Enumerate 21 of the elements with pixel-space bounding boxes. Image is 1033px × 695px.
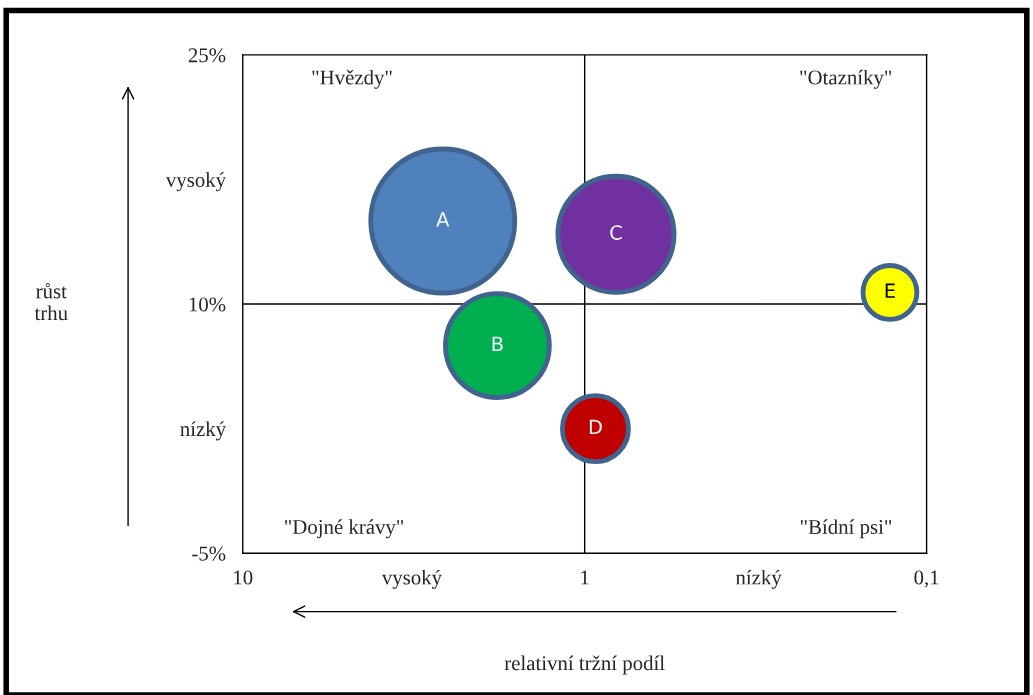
y-axis-title: růst trhu [34, 283, 68, 321]
x-tick-label: 10 [234, 570, 253, 585]
y-tick-label: nízký [180, 421, 227, 441]
x-tick-label: nízký [735, 569, 782, 589]
x-tick-label: 0,1 [914, 570, 939, 588]
annotation: "Hvězdy" [312, 69, 392, 89]
x-axis-title: relativní tržní podíl [504, 655, 665, 675]
y-tick-label: vysoký [165, 172, 227, 192]
series-label: E [885, 283, 895, 298]
y-tick-label: 10% [189, 297, 226, 312]
x-tick-label: vysoký [381, 569, 442, 589]
series-label: A [436, 212, 450, 227]
annotation: "Otazníky" [800, 69, 892, 89]
series-label: D [589, 419, 602, 435]
series-label: B [492, 336, 503, 351]
y-tick-label: 25% [188, 48, 226, 63]
series-label: C [610, 225, 622, 240]
annotation: "Dojné krávy" [285, 519, 404, 539]
annotation: "Bídní psi" [800, 519, 892, 539]
y-tick-label: -5% [192, 546, 226, 561]
x-tick-label: 1 [581, 570, 589, 585]
